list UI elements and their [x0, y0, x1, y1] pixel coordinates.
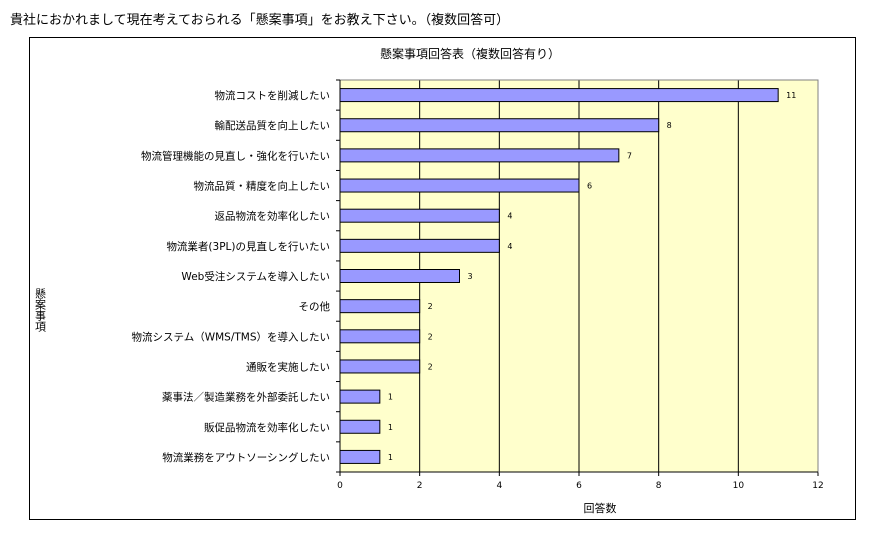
data-label-8: 2: [428, 332, 433, 341]
category-label-8: 物流システム（WMS/TMS）を導入したい: [132, 330, 330, 343]
category-label-2: 物流管理機能の見直し・強化を行いたい: [141, 149, 330, 162]
x-tick-label-1: 2: [417, 481, 423, 491]
data-label-7: 2: [428, 302, 433, 311]
x-tick-label-0: 0: [337, 481, 343, 491]
bar-5: [339, 238, 500, 253]
bar-6: [339, 269, 460, 283]
bar-10: [339, 389, 381, 404]
x-tick-label-5: 10: [733, 481, 745, 491]
data-label-4: 4: [507, 212, 512, 221]
category-label-7: その他: [299, 300, 331, 313]
category-label-10: 薬事法／製造業務を外部委託したい: [162, 391, 330, 404]
bar-11: [339, 419, 381, 434]
x-tick-label-2: 4: [496, 481, 502, 491]
category-label-12: 物流業務をアウトソーシングしたい: [162, 451, 330, 464]
data-label-1: 8: [667, 121, 672, 130]
category-label-5: 物流業者(3PL)の見直しを行いたい: [166, 240, 330, 253]
category-label-0: 物流コストを削減したい: [215, 89, 331, 102]
chart-title: 懸案事項回答表（複数回答有り）: [380, 46, 560, 61]
category-label-3: 物流品質・精度を向上したい: [194, 180, 331, 193]
data-label-11: 1: [388, 423, 393, 432]
data-label-3: 6: [587, 182, 592, 191]
plot-area: 0 2 4 6 8 10 1211物流コストを削減したい8輸配送品質を向上したい7物流管理機…: [132, 79, 824, 491]
category-label-11: 販促品物流を効率化したい: [204, 421, 330, 434]
bar-8: [339, 329, 421, 344]
data-label-10: 1: [388, 393, 393, 402]
category-label-1: 輸配送品質を向上したい: [215, 119, 331, 132]
data-label-5: 4: [507, 242, 512, 251]
bar-7: [339, 299, 421, 314]
x-tick-label-6: 12: [812, 481, 823, 491]
bar-3: [339, 178, 580, 193]
bar-4: [339, 208, 500, 223]
data-label-0: 11: [786, 91, 796, 100]
bar-1: [339, 118, 660, 133]
bar-0: [339, 88, 779, 103]
data-label-6: 3: [468, 272, 473, 281]
bar-12: [339, 449, 381, 464]
category-label-4: 返品物流を効率化したい: [215, 210, 331, 223]
data-label-12: 1: [388, 453, 393, 462]
x-tick-label-4: 8: [656, 481, 662, 491]
bar-9: [339, 359, 421, 374]
x-tick-label-3: 6: [576, 481, 582, 491]
data-label-2: 7: [627, 151, 632, 160]
x-axis-title: 回答数: [584, 501, 617, 515]
y-axis-title: 懸案事項: [34, 288, 47, 333]
category-label-6: Web受注システムを導入したい: [181, 270, 330, 283]
bar-2: [339, 148, 620, 163]
question-text: 貴社におかれまして現在考えておられる「懸案事項」をお教え下さい。（複数回答可）: [10, 13, 510, 28]
data-label-9: 2: [428, 362, 433, 371]
category-label-9: 通販を実施したい: [246, 360, 330, 373]
